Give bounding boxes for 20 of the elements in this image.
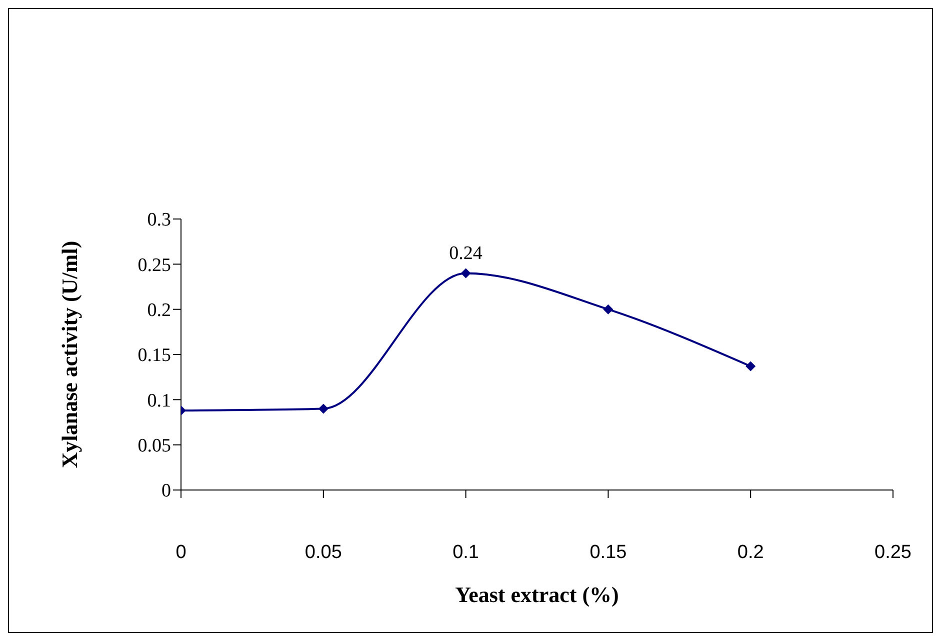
x-tick-label: 0.25 — [874, 542, 912, 563]
x-tick-label: 0.15 — [590, 542, 627, 563]
y-tick-label: 0.1 — [147, 390, 171, 412]
x-tick-label: 0.05 — [304, 542, 342, 563]
data-label: 0.24 — [449, 243, 483, 264]
y-tick-label: 0.2 — [147, 300, 171, 322]
y-tick-label: 0.25 — [138, 254, 171, 276]
x-tick-label: 0 — [176, 542, 186, 563]
y-tick-label: 0 — [162, 480, 171, 502]
y-tick-label: 0.3 — [147, 210, 171, 231]
point — [746, 361, 756, 372]
x-axis-title: Yeast extract (%) — [455, 582, 619, 607]
x-tick-label: 0.1 — [452, 542, 480, 563]
x-tick-label: 0.2 — [737, 542, 764, 563]
point — [318, 404, 328, 414]
y-axis-title: Xylanase activity (U/ml) — [56, 240, 82, 468]
y-tick-label: 0.15 — [138, 345, 171, 366]
y-tick-label: 0.05 — [138, 436, 171, 457]
point — [603, 304, 614, 314]
point — [460, 268, 471, 278]
